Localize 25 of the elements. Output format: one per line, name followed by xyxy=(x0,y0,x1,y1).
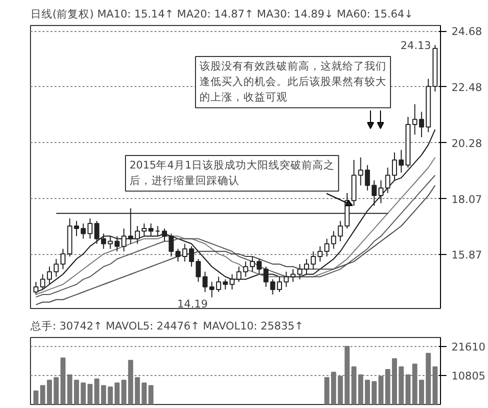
candlestick xyxy=(364,164,370,191)
text: 日线(前复权) MA10: 15.14↑ MA20: 14.87↑ MA30: 14.89↓ MA60: 15.64↓ xyxy=(30,8,414,20)
candlestick xyxy=(318,246,323,262)
candlestick xyxy=(263,266,268,288)
annotation: 24.13 xyxy=(400,39,432,52)
candlestick xyxy=(290,268,296,282)
annotation: 2015年4月1日该股成功大阳线突破前高之后，进行缩量回踩确认 xyxy=(130,158,335,188)
candlestick xyxy=(310,250,316,270)
y-tick-label: 22.48 xyxy=(452,80,482,94)
bar xyxy=(148,385,154,404)
y-tick-label: 21610 xyxy=(452,340,486,354)
y-tick-label: 20.28 xyxy=(452,136,482,150)
candlestick xyxy=(134,226,140,244)
y-tick-label: 15.87 xyxy=(452,248,482,262)
y-tick-label: 18.07 xyxy=(452,192,482,206)
candlestick xyxy=(270,278,276,296)
annotation: 该股没有有效跌破前高，这就给了我们逢低买入的机会。此后该股果然有较大的上涨，收益可观 xyxy=(200,60,386,104)
candlestick xyxy=(148,222,154,237)
text: 总手: 30742↑ MAVOL5: 24476↑ MAVOL10: 25835↑ xyxy=(30,320,304,332)
candlestick xyxy=(372,180,377,206)
y-tick-label: 10805 xyxy=(452,369,486,382)
candlestick xyxy=(338,220,343,242)
annotation: 14.19 xyxy=(177,297,208,310)
candlestick xyxy=(142,222,147,237)
y-tick-label: 24.68 xyxy=(452,25,482,38)
